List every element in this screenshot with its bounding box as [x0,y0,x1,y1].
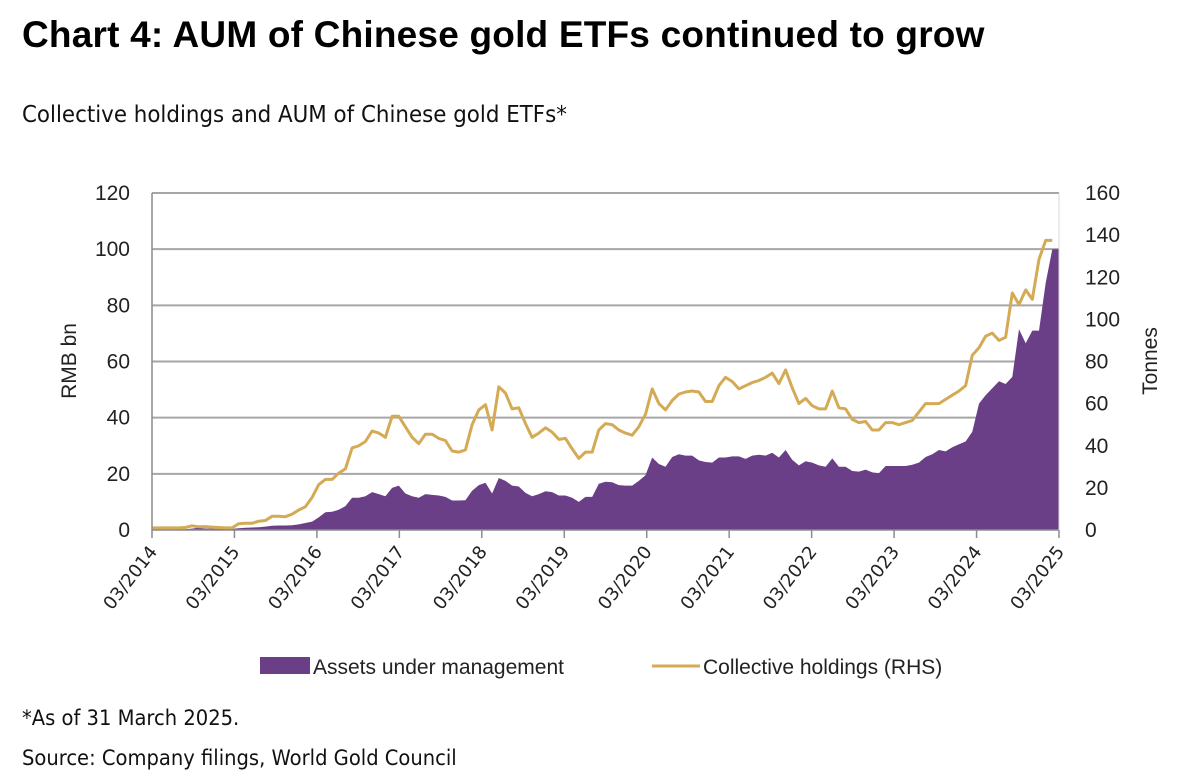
x-tick-label: 03/2019 [512,542,575,614]
chart-svg: 0 20 40 60 80 100 120 0 20 40 60 80 100 120 140 160 03… [58,182,1162,679]
left-tick-label: 100 [95,238,130,261]
aum-area-series [152,249,1059,530]
x-tick-label: 03/2016 [264,542,327,614]
x-tick-label: 03/2023 [841,542,904,614]
legend-holdings-label: Collective holdings (RHS) [703,656,942,679]
right-tick-label: 80 [1085,351,1108,374]
chart-title: Chart 4: AUM of Chinese gold ETFs contin… [22,14,985,55]
series-layer [152,238,1059,530]
x-tick-label: 03/2017 [347,542,410,614]
x-tick-label: 03/2024 [924,542,987,614]
left-axis-title: RMB bn [58,323,81,399]
legend-aum-swatch [260,657,310,674]
x-tick-label: 03/2015 [182,542,245,614]
right-tick-label: 20 [1085,477,1108,500]
left-tick-label: 40 [107,407,130,430]
x-tick-label: 03/2022 [759,542,822,614]
holdings-line-series [152,238,1053,530]
right-tick-label: 140 [1085,224,1120,247]
legend: Assets under management Collective holdi… [260,656,942,679]
legend-aum-label: Assets under management [313,656,564,679]
right-tick-label: 120 [1085,266,1120,289]
right-tick-label: 100 [1085,308,1120,331]
right-axis-ticks: 0 20 40 60 80 100 120 140 160 [1085,182,1120,542]
left-tick-label: 20 [107,463,130,486]
x-axis-ticks: 03/2014 03/2015 03/2016 03/2017 03/2018 03/20… [99,530,1069,614]
left-tick-label: 80 [107,294,130,317]
right-tick-label: 60 [1085,393,1108,416]
source-note: Source: Company filings, World Gold Coun… [22,746,457,770]
right-axis-title: Tonnes [1139,327,1162,395]
right-tick-label: 0 [1085,519,1097,542]
right-tick-label: 40 [1085,435,1108,458]
gridlines [152,192,1059,475]
left-tick-label: 60 [107,351,130,374]
x-tick-label: 03/2020 [594,542,657,614]
left-tick-label: 0 [118,519,130,542]
left-axis-ticks: 0 20 40 60 80 100 120 [95,182,130,542]
axes [151,193,1060,531]
as-of-note: *As of 31 March 2025. [22,706,240,730]
x-tick-label: 03/2025 [1006,542,1069,614]
right-tick-label: 160 [1085,182,1120,205]
left-tick-label: 120 [95,182,130,205]
x-tick-label: 03/2014 [99,542,162,614]
x-tick-label: 03/2021 [677,542,740,614]
x-tick-label: 03/2018 [429,542,492,614]
chart-subtitle: Collective holdings and AUM of Chinese g… [22,102,567,128]
